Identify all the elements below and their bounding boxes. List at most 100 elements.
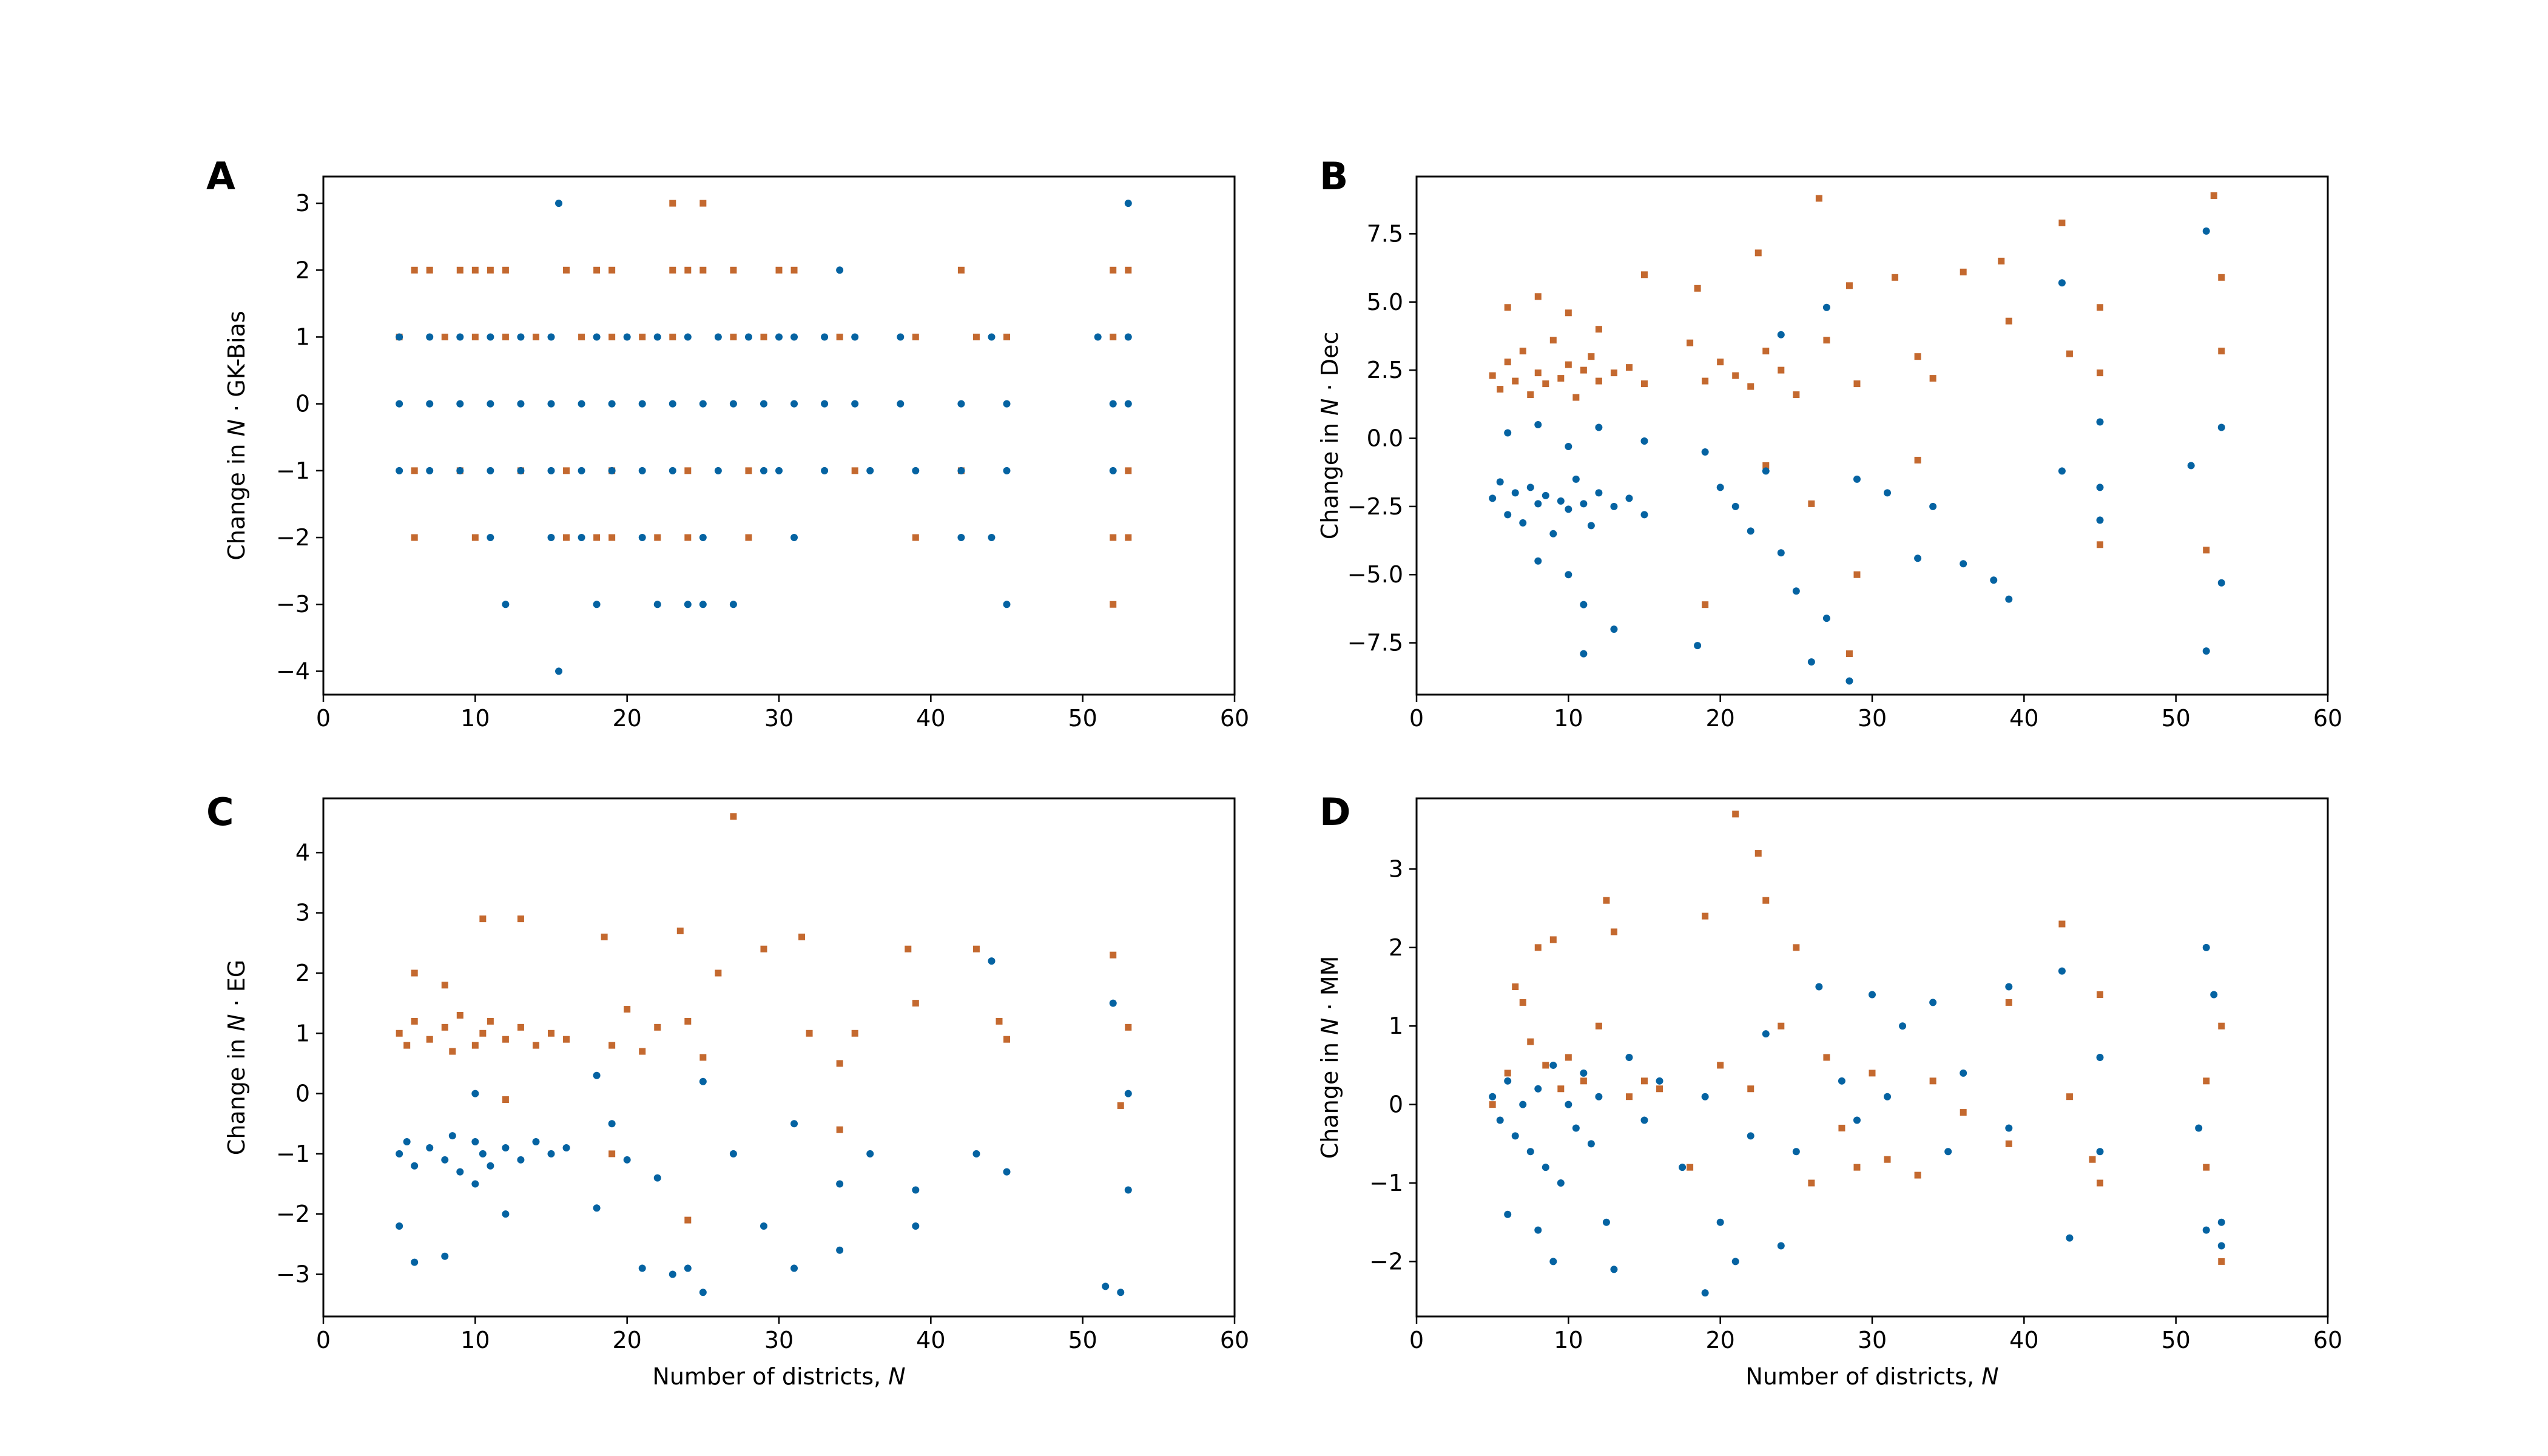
y-tick-label: −7.5 [1347, 630, 1403, 656]
data-point [851, 467, 858, 474]
data-point [623, 333, 631, 341]
data-point [1641, 271, 1648, 278]
data-point [502, 1096, 509, 1104]
data-point [1762, 467, 1770, 475]
x-tick-label: 10 [1554, 1327, 1583, 1353]
data-point [638, 1264, 646, 1272]
data-point [2097, 541, 2103, 548]
data-point [517, 333, 525, 341]
data-point [517, 400, 525, 408]
data-point [608, 1150, 616, 1158]
data-point [1504, 429, 1512, 437]
data-point [669, 467, 676, 474]
data-point [1534, 421, 1542, 429]
data-point [1504, 304, 1511, 311]
data-point [426, 1036, 433, 1043]
data-point [471, 1090, 479, 1097]
x-tick-label: 30 [764, 1327, 794, 1353]
data-point [1838, 1124, 1845, 1131]
data-point [1762, 1030, 1770, 1038]
data-point [1762, 897, 1770, 904]
data-point [1519, 519, 1527, 527]
data-point [2218, 348, 2225, 355]
data-point [1762, 462, 1770, 469]
x-tick-label: 50 [1068, 705, 1097, 732]
data-point [487, 1162, 494, 1170]
data-point [1625, 494, 1633, 502]
data-point [2066, 350, 2073, 357]
data-point [2058, 279, 2066, 287]
data-point [1732, 372, 1739, 379]
data-point [1853, 1116, 1861, 1124]
data-point [912, 1000, 919, 1007]
data-point [836, 1060, 843, 1067]
data-point [555, 200, 563, 207]
data-point [2217, 423, 2225, 431]
data-point [639, 333, 646, 340]
x-tick-label: 40 [916, 1327, 945, 1353]
data-point [957, 266, 965, 274]
panel-letter: C [206, 790, 234, 834]
data-point [2005, 983, 2013, 991]
series-series_b [1489, 943, 2225, 1297]
data-point [1572, 1124, 1580, 1132]
data-point [714, 467, 722, 474]
data-point [1587, 1140, 1595, 1148]
data-point [1504, 359, 1511, 366]
data-point [1960, 268, 1967, 275]
data-point [912, 534, 919, 541]
data-point [1489, 494, 1497, 502]
data-point [1542, 1062, 1549, 1069]
data-point [578, 400, 585, 408]
x-tick-label: 0 [1409, 705, 1424, 732]
data-point [1595, 1022, 1602, 1030]
data-point [2210, 991, 2218, 999]
data-point [441, 1156, 449, 1164]
data-point [699, 1289, 707, 1296]
data-point [1109, 400, 1117, 408]
data-point [1565, 1054, 1572, 1061]
data-point [608, 400, 616, 408]
data-point [479, 1150, 487, 1158]
data-point [988, 534, 996, 542]
data-point [821, 333, 829, 341]
data-point [836, 266, 844, 274]
series-series_b [396, 957, 1132, 1296]
data-point [1694, 642, 1702, 650]
data-point [1944, 1148, 1952, 1156]
data-point [1102, 1282, 1110, 1290]
data-point [1580, 1077, 1587, 1085]
panel-d: 0 10 20 30 40 50 60 −2 −1 0 1 2 3 Change in N · MM Num… [1316, 790, 2342, 1390]
data-point [1117, 1102, 1124, 1109]
data-point [1595, 423, 1603, 431]
data-point [1124, 1090, 1132, 1097]
data-point [555, 667, 563, 675]
data-point [1527, 1038, 1534, 1045]
data-point [1754, 249, 1762, 257]
data-point [1557, 375, 1565, 382]
data-point [1777, 549, 1785, 557]
data-point [411, 969, 418, 977]
y-tick-label: −2 [276, 524, 310, 551]
data-point [2218, 1022, 2225, 1030]
data-point [897, 333, 905, 341]
series-series_a [396, 813, 1132, 1224]
data-point [456, 1168, 464, 1176]
data-point [790, 400, 798, 408]
data-point [593, 1204, 601, 1212]
data-point [653, 1174, 661, 1182]
x-tick-label: 60 [2313, 705, 2342, 732]
data-point [775, 333, 783, 341]
data-point [714, 333, 722, 341]
data-point [601, 933, 608, 940]
y-tick-label: 4 [295, 839, 310, 866]
data-point [1998, 257, 2005, 265]
data-point [548, 1030, 554, 1037]
data-point [669, 200, 676, 207]
data-point [2096, 1148, 2104, 1156]
data-point [638, 534, 646, 542]
data-point [684, 1017, 692, 1025]
data-point [1003, 1168, 1011, 1176]
data-point [1884, 1156, 1891, 1163]
